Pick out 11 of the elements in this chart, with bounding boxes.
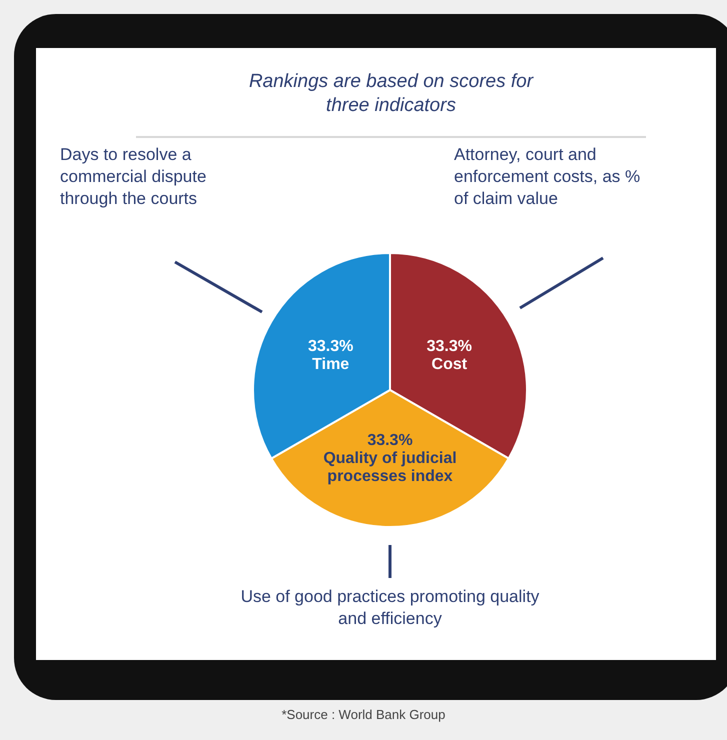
chart-title: Rankings are based on scores for three indicators (248, 70, 535, 118)
text: Attorney, court and enforcement costs, as % of claim value (454, 144, 642, 210)
data-label: 33.3% (426, 338, 472, 356)
data-label: 33.3% (308, 338, 354, 356)
slice-label: Quality of judicial processes index (323, 450, 457, 485)
slice-label: Cost (432, 356, 468, 374)
text: Use of good practices promoting quality and efficiency (240, 586, 540, 630)
text: *Source : World Bank Group (280, 707, 446, 722)
text: Days to resolve a commercial dispute through the courts (60, 144, 208, 210)
slice-label: Time (312, 356, 350, 374)
data-label: 33.3% (367, 432, 413, 449)
